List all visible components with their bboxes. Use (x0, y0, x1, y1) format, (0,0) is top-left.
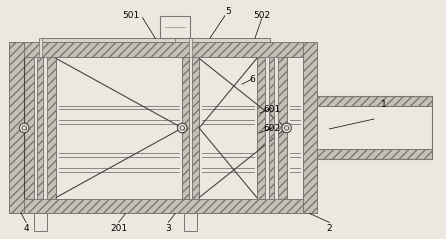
Text: 1: 1 (381, 100, 387, 109)
Text: 601: 601 (263, 104, 281, 114)
Bar (274, 57, 278, 199)
Bar (181, 127, 184, 129)
Bar (161, 16, 190, 38)
Bar (302, 96, 432, 106)
Bar (302, 149, 432, 159)
Bar (9, 43, 318, 57)
Text: 501: 501 (122, 11, 139, 20)
Bar (9, 199, 318, 213)
Bar (33, 213, 46, 231)
Bar (257, 57, 287, 199)
Text: 2: 2 (326, 224, 332, 233)
Text: 502: 502 (253, 11, 270, 20)
Bar (189, 57, 193, 199)
Text: 201: 201 (110, 224, 127, 233)
Bar (302, 43, 318, 213)
Bar (38, 38, 41, 57)
Bar (33, 57, 37, 199)
Bar (23, 127, 25, 129)
Bar (302, 106, 432, 149)
Bar (39, 38, 270, 43)
Circle shape (285, 126, 289, 130)
Bar (9, 43, 24, 213)
Bar (24, 57, 302, 199)
Bar (182, 57, 199, 199)
Bar (184, 213, 197, 231)
Circle shape (22, 126, 26, 130)
Bar (24, 57, 56, 199)
Bar (265, 57, 269, 199)
Text: 3: 3 (165, 224, 171, 233)
Circle shape (180, 126, 185, 130)
Text: 5: 5 (225, 7, 231, 16)
Bar (43, 57, 47, 199)
Text: 602: 602 (263, 125, 280, 133)
Bar (189, 38, 192, 57)
Circle shape (178, 123, 187, 133)
Bar (285, 127, 288, 129)
Text: 4: 4 (23, 224, 29, 233)
Circle shape (282, 123, 291, 133)
Text: 6: 6 (249, 75, 255, 84)
Circle shape (19, 123, 29, 133)
